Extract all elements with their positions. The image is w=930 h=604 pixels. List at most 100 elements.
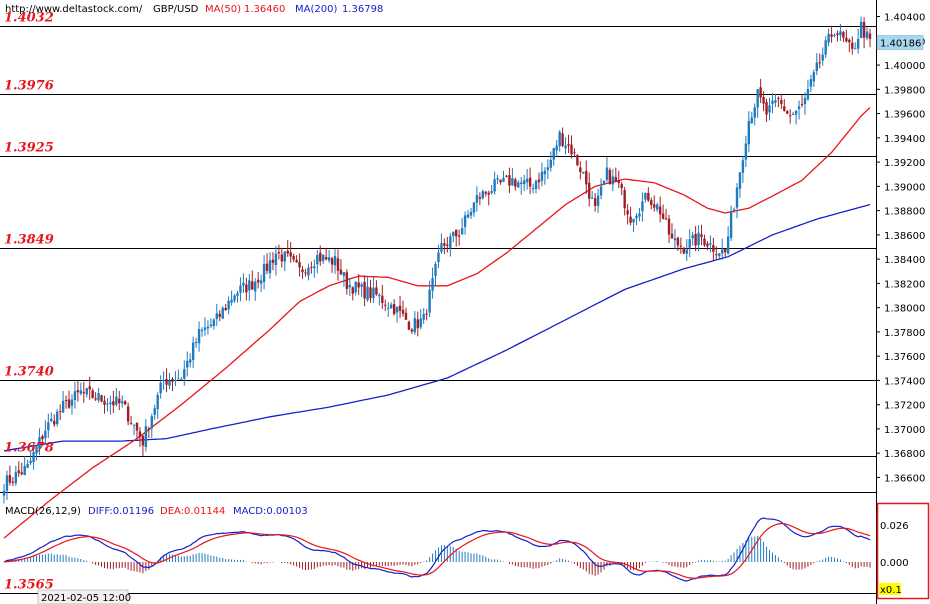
candle-body: [360, 284, 363, 287]
price-tick-label: 1.39000: [884, 182, 925, 193]
candle-body: [123, 401, 127, 405]
candle-body: [233, 295, 236, 301]
candle-body: [570, 144, 573, 155]
candle-body: [528, 177, 532, 187]
candle-body: [777, 97, 780, 100]
time-label-box: [37, 589, 129, 604]
candle-body: [194, 342, 198, 344]
candle-body: [381, 295, 384, 303]
candle-body: [189, 359, 192, 363]
candle-body: [466, 214, 470, 218]
candle-body: [209, 324, 213, 327]
candle-body: [50, 418, 53, 422]
candle-body: [271, 259, 275, 263]
candle-body: [345, 272, 349, 289]
candle-body: [342, 272, 346, 276]
candle-body: [688, 239, 691, 248]
candle-body: [336, 258, 340, 271]
candle-body: [517, 182, 520, 188]
price-tick-label: 1.39600: [884, 110, 925, 121]
candle-body: [809, 79, 813, 87]
candle-body: [100, 395, 103, 402]
candle-body: [647, 192, 650, 201]
candle-body: [277, 252, 281, 254]
candle-body: [475, 195, 479, 203]
price-tick-label: 1.39400: [884, 134, 925, 145]
candle-body: [70, 399, 74, 406]
candle-body: [543, 170, 547, 175]
candle-body: [165, 378, 168, 385]
candle-body: [531, 187, 535, 189]
candle-body: [620, 183, 623, 189]
candle-body: [635, 215, 638, 219]
macd-tick-top: 0.026: [880, 521, 909, 532]
candle-body: [47, 422, 50, 431]
candle-body: [452, 231, 455, 237]
price-tick-label: 1.37400: [884, 376, 925, 387]
time-label: 2021-02-05 12:00: [41, 593, 131, 604]
candle-body: [251, 281, 254, 290]
candle-body: [623, 190, 626, 209]
candle-body: [582, 171, 585, 174]
candle-body: [183, 369, 186, 379]
candle-body: [443, 243, 446, 246]
candle-body: [88, 386, 91, 390]
candle-body: [762, 96, 765, 104]
candle-body: [434, 264, 437, 277]
candle-body: [141, 435, 145, 446]
price-tick-label: 1.36600: [884, 473, 925, 484]
candle-body: [679, 245, 683, 247]
candle-body: [694, 234, 697, 246]
candlesticks: [2, 16, 872, 504]
candle-body: [800, 104, 804, 106]
candle-body: [774, 100, 777, 103]
candle-body: [658, 206, 662, 215]
candle-body: [153, 408, 156, 415]
level-label: 1.3849: [4, 233, 54, 248]
candle-body: [259, 280, 263, 284]
candle-body: [256, 279, 260, 283]
candle-body: [387, 307, 390, 309]
ma200-label: MA(200): [295, 4, 337, 15]
candle-body: [200, 329, 204, 331]
macd-dea-label: DEA:0.01144: [160, 506, 225, 517]
candle-body: [460, 228, 464, 235]
candle-body: [729, 212, 733, 238]
candle-body: [319, 252, 322, 262]
candle-body: [685, 249, 688, 254]
candle-body: [599, 186, 603, 196]
candle-body: [265, 263, 269, 271]
candle-body: [322, 254, 325, 261]
candle-body: [268, 260, 272, 274]
price-tick-label: 1.38000: [884, 304, 925, 315]
candle-body: [369, 287, 372, 299]
candle-body: [138, 431, 142, 438]
candle-body: [203, 327, 207, 330]
ma50-line: [3, 107, 871, 539]
candle-body: [525, 178, 529, 183]
candle-body: [723, 248, 727, 253]
candle-body: [327, 257, 331, 261]
candle-body: [280, 254, 284, 262]
candle-body: [638, 213, 641, 217]
candle-body: [791, 113, 795, 115]
candle-body: [573, 152, 576, 154]
price-tick-label: 1.36800: [884, 449, 925, 460]
macd-scale-label: x0.1: [880, 585, 902, 596]
price-tick-label: 1.38400: [884, 255, 925, 266]
candle-body: [576, 155, 579, 166]
candle-body: [384, 304, 387, 306]
candle-body: [590, 197, 594, 199]
candle-body: [851, 42, 854, 49]
candle-body: [567, 144, 570, 146]
candle-body: [653, 204, 656, 208]
candle-body: [191, 342, 195, 360]
candle-body: [818, 62, 821, 64]
candle-body: [298, 261, 301, 268]
candle-body: [463, 215, 467, 227]
candle-body: [112, 401, 115, 406]
candle-body: [499, 179, 502, 183]
price-tick-label: 1.39200: [884, 158, 925, 169]
current-price-label: 1.40186: [880, 39, 921, 50]
candle-body: [215, 313, 219, 319]
